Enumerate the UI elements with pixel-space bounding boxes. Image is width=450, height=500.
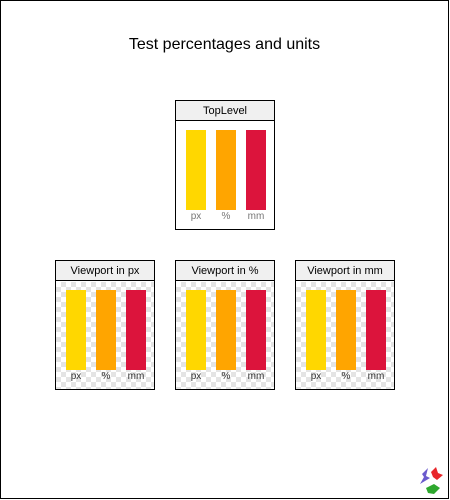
panel-body: px % mm — [176, 122, 274, 229]
panel-title: Viewport in px — [56, 261, 154, 281]
label-percent: % — [341, 371, 351, 382]
bar-px — [66, 290, 86, 370]
panel-body: px % mm — [176, 282, 274, 389]
label-mm: mm — [127, 371, 145, 382]
bar-px — [306, 290, 326, 370]
label-px: px — [190, 371, 202, 382]
panel-viewport-percent: Viewport in % px % mm — [175, 260, 275, 390]
bar-percent — [216, 130, 236, 210]
panel-viewport-mm: Viewport in mm px % mm — [295, 260, 395, 390]
bar-mm — [126, 290, 146, 370]
label-mm: mm — [247, 211, 265, 222]
bar-px — [186, 290, 206, 370]
label-mm: mm — [247, 371, 265, 382]
bar-mm — [246, 290, 266, 370]
bar-px — [186, 130, 206, 210]
bar-percent — [336, 290, 356, 370]
panel-viewport-px: Viewport in px px % mm — [55, 260, 155, 390]
panel-body: px % mm — [56, 282, 154, 389]
panel-body: px % mm — [296, 282, 394, 389]
bar-percent — [96, 290, 116, 370]
bar-percent — [216, 290, 236, 370]
panel-title: Viewport in % — [176, 261, 274, 281]
panel-title: TopLevel — [176, 101, 274, 121]
label-mm: mm — [367, 371, 385, 382]
bar-mm — [366, 290, 386, 370]
label-percent: % — [221, 211, 231, 222]
svg-logo-icon — [420, 467, 443, 494]
label-px: px — [190, 211, 202, 222]
label-percent: % — [221, 371, 231, 382]
label-px: px — [310, 371, 322, 382]
bar-mm — [246, 130, 266, 210]
panel-title: Viewport in mm — [296, 261, 394, 281]
label-percent: % — [101, 371, 111, 382]
page-title: Test percentages and units — [128, 36, 321, 53]
panel-toplevel: TopLevel px % mm — [175, 100, 275, 230]
label-px: px — [70, 371, 82, 382]
